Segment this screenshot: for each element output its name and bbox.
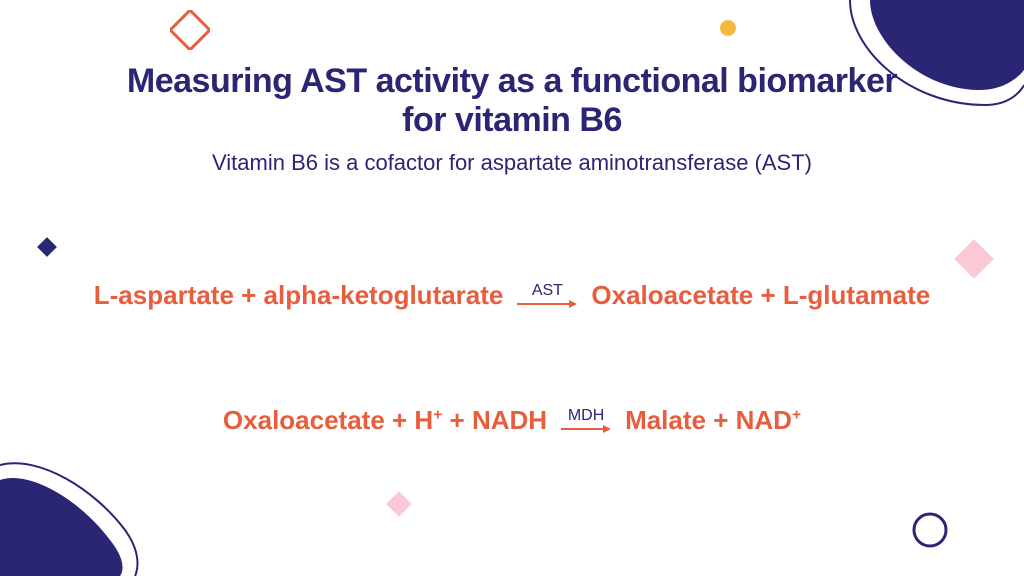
- pink-diamond-bottom-icon: [386, 491, 411, 516]
- arrow-icon: [517, 298, 577, 310]
- reaction-1-arrow: AST: [517, 282, 577, 310]
- reaction-2: Oxaloacetate + H+ + NADH MDH Malate + NA…: [0, 405, 1024, 436]
- blob-bl-outline: [0, 463, 138, 576]
- reaction-2-left: Oxaloacetate + H+ + NADH: [223, 405, 547, 436]
- blob-bl-fill: [0, 478, 123, 576]
- reaction-1-left: L-aspartate + alpha-ketoglutarate: [94, 280, 504, 311]
- yellow-dot-icon: [720, 20, 736, 36]
- reaction-1: L-aspartate + alpha-ketoglutarate AST Ox…: [0, 280, 1024, 311]
- arrow-icon: [561, 423, 611, 435]
- navy-diamond-small-icon: [37, 237, 57, 257]
- page-subtitle: Vitamin B6 is a cofactor for aspartate a…: [0, 150, 1024, 176]
- reaction-1-right: Oxaloacetate + L-glutamate: [591, 280, 930, 311]
- diamond-outline-icon: [170, 10, 210, 50]
- page-title: Measuring AST activity as a functional b…: [0, 62, 1024, 140]
- reaction-2-arrow: MDH: [561, 407, 611, 435]
- navy-circle-outline-icon: [910, 510, 950, 550]
- pink-diamond-right-icon: [954, 239, 994, 279]
- reaction-2-right: Malate + NAD+: [625, 405, 801, 436]
